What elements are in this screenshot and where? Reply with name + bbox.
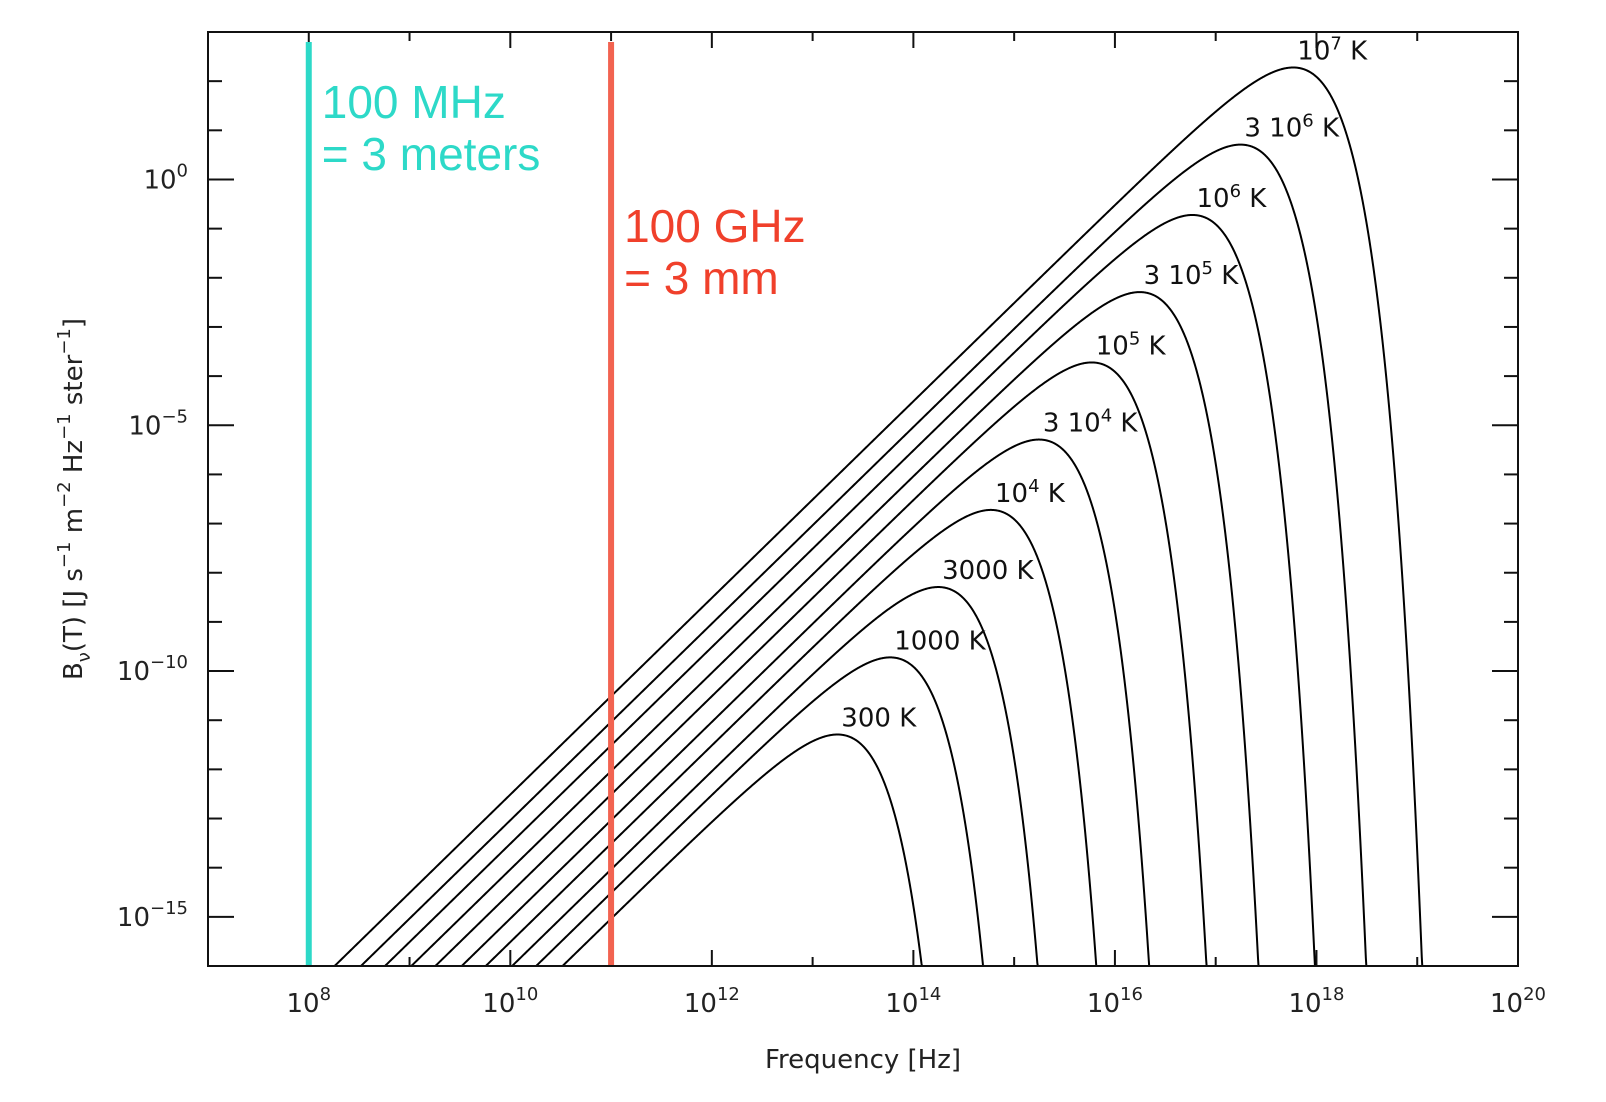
planck-curve xyxy=(461,438,1151,967)
planck-curve xyxy=(360,143,1368,967)
curve-temperature-label: 300 K xyxy=(841,704,917,734)
curve-temperature-label: 3 105 K xyxy=(1144,258,1240,291)
x-axis-label: Frequency [Hz] xyxy=(765,1045,961,1075)
y-tick-label: 10−10 xyxy=(117,652,188,687)
y-tick-label: 10−15 xyxy=(117,898,188,933)
frequency-markers: 100 MHz= 3 meters 100 GHz= 3 mm xyxy=(305,42,806,966)
planck-curve xyxy=(410,291,1260,967)
curve-temperature-label: 1000 K xyxy=(894,626,986,656)
x-tick-label: 1018 xyxy=(1288,984,1344,1019)
x-tick-label: 1014 xyxy=(885,984,941,1019)
plot-frame xyxy=(207,31,1519,967)
curve-temperature-label: 3000 K xyxy=(942,556,1034,586)
x-tick-label: 1012 xyxy=(684,984,740,1019)
y-axis-label: Bν(T) [J s−1 m−2 Hz−1 ster−1] xyxy=(54,318,95,680)
marker-wavelength-label: = 3 mm xyxy=(624,252,779,304)
planck-curve xyxy=(435,361,1208,967)
marker-frequency-label: 100 GHz xyxy=(624,200,806,252)
x-tick-label: 1016 xyxy=(1087,984,1143,1019)
curve-temperature-label: 105 K xyxy=(1096,328,1167,361)
x-tick-label: 1020 xyxy=(1490,984,1546,1019)
x-tick-label: 1010 xyxy=(482,984,538,1019)
curve-temperature-label: 3 104 K xyxy=(1043,406,1139,439)
planck-curves xyxy=(334,66,1424,967)
planck-curve xyxy=(562,733,923,967)
marker-frequency-label: 100 MHz xyxy=(322,76,506,128)
planck-curve xyxy=(384,213,1316,967)
y-tick-label: 10−5 xyxy=(128,406,188,441)
curve-temperature-label: 106 K xyxy=(1197,181,1268,214)
planck-curve xyxy=(511,586,1039,967)
curve-temperature-label: 3 106 K xyxy=(1244,111,1340,144)
tick-labels: 108 1010 1012 1014 1016 1018 1020 100 10−5 10−10 1… xyxy=(117,160,1546,1019)
curve-temperature-label: 104 K xyxy=(995,476,1066,509)
marker-wavelength-label: = 3 meters xyxy=(322,128,541,180)
axis-ticks xyxy=(207,31,1519,967)
curve-labels: 300 K 1000 K 3000 K 104 K 3 104 K 105 K 3 105 … xyxy=(841,33,1368,733)
planck-curve xyxy=(485,508,1098,967)
curve-temperature-label: 107 K xyxy=(1297,33,1368,66)
planck-curve xyxy=(334,66,1424,967)
x-tick-label: 108 xyxy=(286,984,331,1019)
y-tick-label: 100 xyxy=(143,160,188,195)
